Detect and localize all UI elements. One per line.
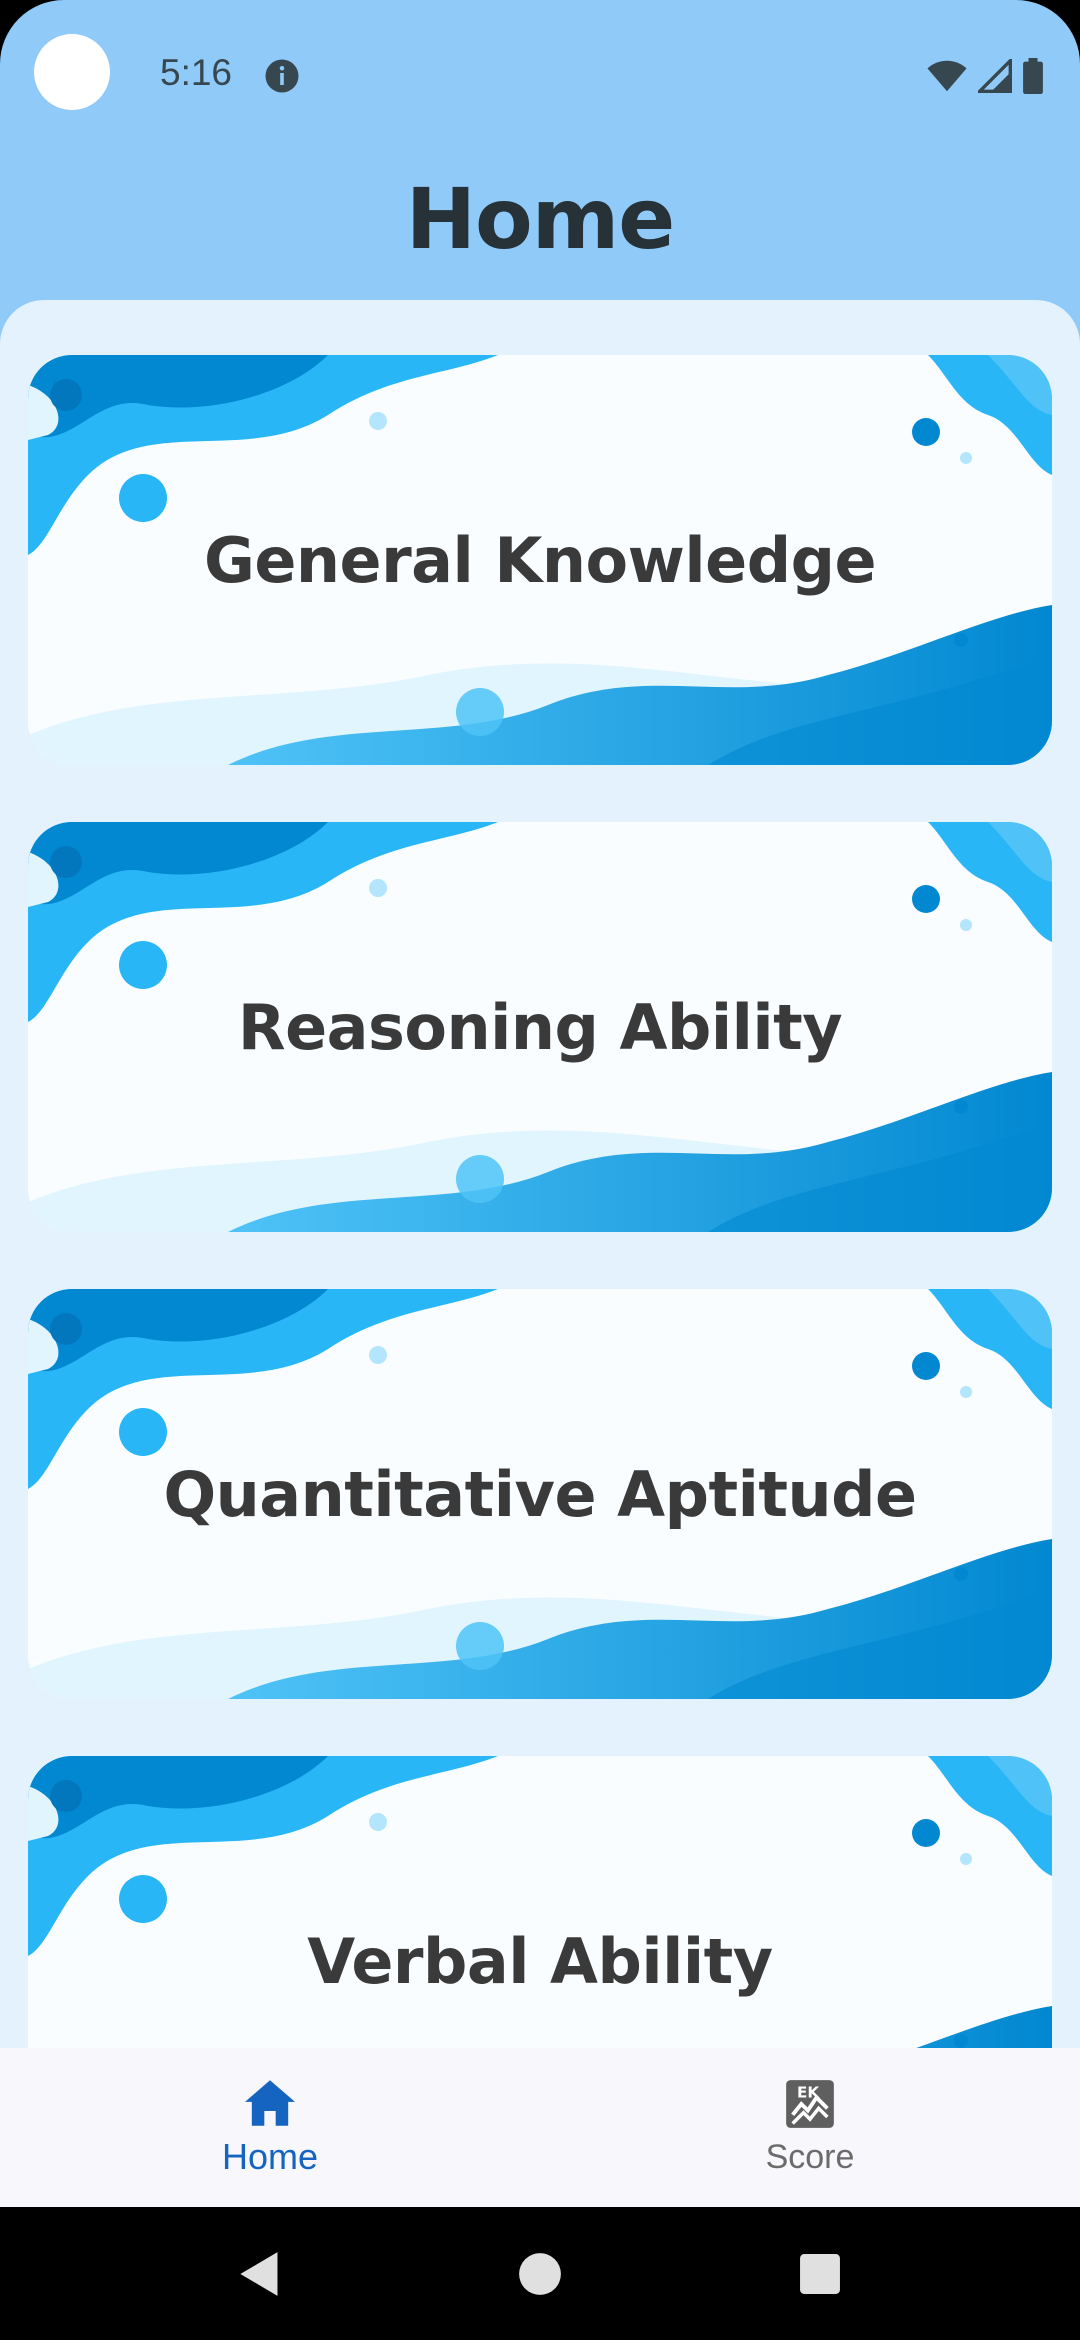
nav-label-home: Home xyxy=(221,2135,319,2177)
cell-signal-icon xyxy=(978,59,1012,93)
system-navigation-bar xyxy=(0,2207,1080,2340)
category-label: Verbal Ability xyxy=(307,1924,773,1998)
category-label: Reasoning Ability xyxy=(237,990,843,1064)
category-list[interactable]: General Knowledge xyxy=(0,300,1080,2207)
status-bar: 5:16 xyxy=(0,0,1080,150)
square-icon xyxy=(800,2253,840,2294)
app-window: 5:16 Home xyxy=(0,0,1080,2207)
nav-item-home[interactable]: Home xyxy=(0,2048,540,2207)
card-wave-background xyxy=(28,822,1052,1232)
category-label: Quantitative Aptitude xyxy=(163,1457,917,1531)
nav-label-score: Score xyxy=(765,2138,855,2176)
recents-button[interactable] xyxy=(780,2207,860,2340)
category-card-general-knowledge[interactable]: General Knowledge xyxy=(28,355,1052,765)
wifi-icon xyxy=(927,60,967,92)
battery-icon xyxy=(1023,58,1043,94)
svg-text:EK: EK xyxy=(797,2084,820,2102)
status-time: 5:16 xyxy=(160,52,233,93)
bottom-navigation: Home EK Score xyxy=(0,2048,1080,2207)
home-icon xyxy=(245,2079,295,2126)
back-button[interactable] xyxy=(220,2207,300,2340)
card-wave-background xyxy=(28,355,1052,765)
card-wave-background xyxy=(28,1289,1052,1699)
page-title: Home xyxy=(405,170,676,268)
score-icon: EK xyxy=(786,2080,834,2128)
circle-icon xyxy=(519,2252,561,2295)
category-card-reasoning-ability[interactable]: Reasoning Ability xyxy=(28,822,1052,1232)
category-card-quantitative-aptitude[interactable]: Quantitative Aptitude xyxy=(28,1289,1052,1699)
nav-item-score[interactable]: EK Score xyxy=(540,2048,1080,2207)
status-icons xyxy=(926,56,1044,96)
home-system-button[interactable] xyxy=(500,2207,580,2340)
back-icon xyxy=(240,2251,278,2296)
camera-cutout xyxy=(34,34,110,110)
info-icon xyxy=(265,59,299,93)
category-label: General Knowledge xyxy=(203,523,877,597)
